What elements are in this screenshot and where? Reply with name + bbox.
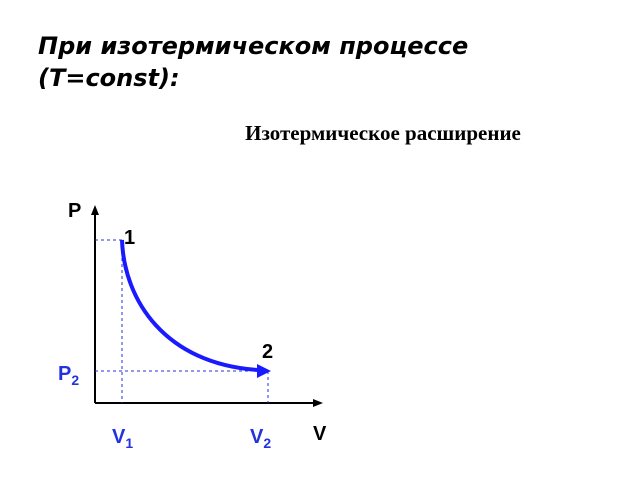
label-sub: 2 <box>263 435 271 451</box>
pressure-label: P2 <box>58 363 79 388</box>
label-main: P <box>58 363 71 385</box>
point-label: 1 <box>124 227 135 249</box>
x-axis-label: V <box>313 423 327 445</box>
pv-diagram: P V 1 2 P2 V1 V2 <box>58 200 327 451</box>
title-line: При изотермическом процессе <box>38 32 468 60</box>
volume-label: V1 <box>112 426 133 451</box>
label-sub: 2 <box>71 372 79 388</box>
volume-label: V2 <box>250 426 271 451</box>
label-main: V <box>112 426 126 448</box>
subtitle: Изотермическое расширение <box>245 121 521 145</box>
curve-arrow <box>257 364 271 378</box>
label-main: V <box>250 426 264 448</box>
y-axis-label: P <box>68 200 81 222</box>
y-arrow <box>91 205 99 215</box>
title-line: (T=const): <box>38 64 180 92</box>
point-label: 2 <box>262 341 273 363</box>
isotherm-curve <box>120 239 259 372</box>
x-arrow <box>313 399 323 407</box>
label-sub: 1 <box>125 435 133 451</box>
